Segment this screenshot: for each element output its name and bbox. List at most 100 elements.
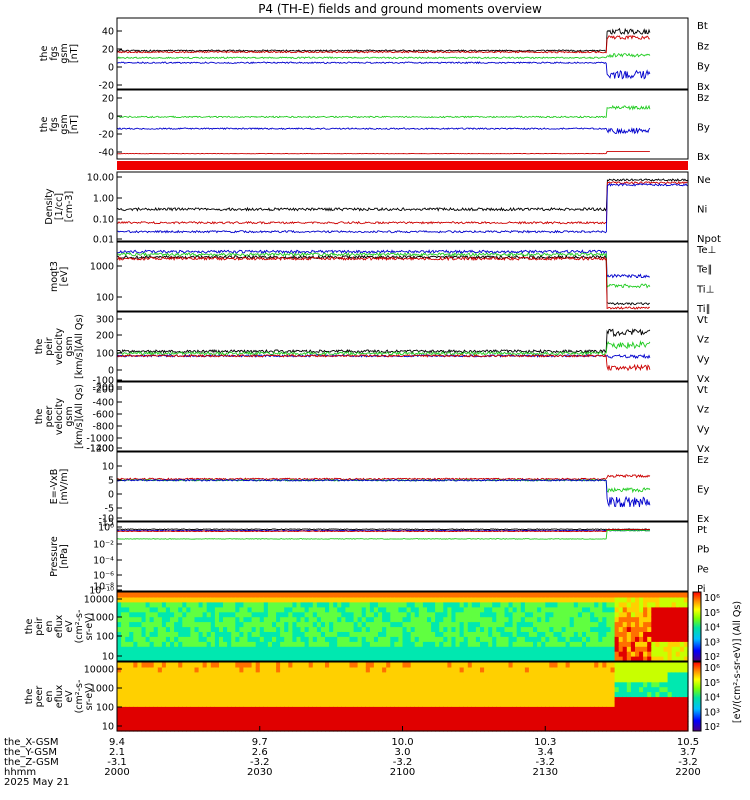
spectro-cell	[492, 701, 497, 707]
spectro-cell	[410, 621, 416, 628]
spectro-cell	[561, 656, 567, 662]
footer-value: 2130	[533, 767, 558, 778]
spectro-cell	[582, 716, 587, 722]
spectro-cell	[594, 676, 599, 683]
spectro-cell	[467, 671, 473, 678]
spectro-cell	[422, 641, 428, 647]
spectro-cell	[484, 696, 489, 702]
spectro-cell	[373, 706, 379, 712]
y-label-line: the	[34, 339, 45, 355]
spectro-cell	[463, 711, 469, 717]
spectro-cell	[508, 641, 514, 647]
spectro-cell	[121, 636, 126, 642]
spectro-cell	[443, 656, 448, 662]
spectro-cell	[577, 611, 583, 618]
spectro-cell	[365, 592, 371, 598]
spectro-cell	[357, 601, 363, 608]
spectro-cell	[214, 701, 220, 707]
spectro-cell	[577, 636, 583, 642]
spectro-cell	[325, 726, 330, 732]
spectro-cell	[402, 631, 408, 637]
spectro-cell	[259, 601, 265, 608]
spectro-cell	[280, 636, 285, 642]
spectro-cell	[573, 706, 579, 712]
spectro-cell	[488, 621, 493, 628]
spectro-cell	[484, 611, 489, 618]
spectro-cell	[165, 721, 171, 727]
spectro-cell	[586, 706, 591, 712]
spectro-cell	[227, 641, 232, 647]
spectro-cell	[219, 691, 224, 698]
series-Npot	[116, 182, 688, 234]
spectro-cell	[590, 606, 595, 613]
spectro-cell	[492, 662, 497, 668]
spectro-cell	[626, 621, 632, 628]
spectro-cell	[545, 676, 550, 683]
spectro-cell	[671, 676, 677, 683]
series-Bz	[116, 150, 650, 155]
spectro-cell	[121, 631, 126, 637]
y-label-line: moqt3	[49, 261, 60, 292]
spectro-cell	[219, 681, 224, 688]
spectro-cell	[276, 701, 281, 707]
spectro-cell	[251, 592, 257, 598]
spectro-cell	[439, 596, 444, 603]
spectro-cell	[296, 641, 302, 647]
spectro-cell	[455, 626, 461, 632]
spectro-cell	[598, 721, 603, 727]
spectro-cell	[202, 621, 208, 628]
legend-Bz: Bz	[697, 93, 709, 104]
spectro-cell	[435, 646, 440, 652]
spectro-cell	[267, 681, 273, 688]
spectro-cell	[157, 611, 163, 618]
spectro-cell	[259, 701, 265, 707]
spectro-cell	[235, 656, 240, 662]
spectro-cell	[508, 616, 514, 623]
spectro-cell	[573, 646, 579, 652]
spectro-cell	[647, 671, 652, 678]
spectro-cell	[272, 621, 277, 628]
spectro-cell	[422, 636, 428, 642]
spectro-cell	[582, 721, 587, 727]
spectro-cell	[557, 701, 563, 707]
spectro-cell	[414, 596, 420, 603]
spectro-cell	[276, 626, 281, 632]
spectro-cell	[369, 691, 375, 698]
spectro-cell	[223, 631, 228, 637]
spectro-cell	[659, 601, 665, 608]
spectro-cell	[333, 636, 338, 642]
spectro-cell	[178, 721, 183, 727]
spectro-cell	[553, 681, 559, 688]
spectro-cell	[267, 711, 273, 717]
spectro-cell	[239, 626, 245, 632]
spectro-cell	[337, 621, 342, 628]
spectro-cell	[337, 656, 342, 662]
spectro-cell	[655, 596, 661, 603]
spectro-cell	[263, 636, 269, 642]
spectro-cell	[553, 611, 559, 618]
spectro-cell	[573, 592, 579, 598]
spectro-cell	[320, 656, 326, 662]
spectro-cell	[157, 721, 163, 727]
spectro-cell	[439, 686, 444, 693]
spectro-cell	[276, 636, 281, 642]
spectro-cell	[630, 606, 636, 613]
spectro-cell	[422, 621, 428, 628]
spectro-cell	[157, 691, 163, 698]
spectro-cell	[573, 611, 579, 618]
spectro-cell	[129, 696, 134, 702]
spectro-cell	[214, 592, 220, 598]
spectro-cell	[455, 706, 461, 712]
spectro-cell	[125, 646, 130, 652]
spectro-cell	[369, 601, 375, 608]
spectro-cell	[647, 701, 652, 707]
spectro-cell	[606, 631, 612, 637]
spectro-cell	[206, 616, 212, 623]
spectro-cell	[565, 716, 571, 722]
y-label-line: the	[34, 409, 45, 425]
spectro-cell	[198, 656, 204, 662]
spectro-cell	[545, 592, 550, 598]
spectro-cell	[263, 711, 269, 717]
spectro-cell	[165, 636, 171, 642]
spectro-cell	[447, 606, 453, 613]
